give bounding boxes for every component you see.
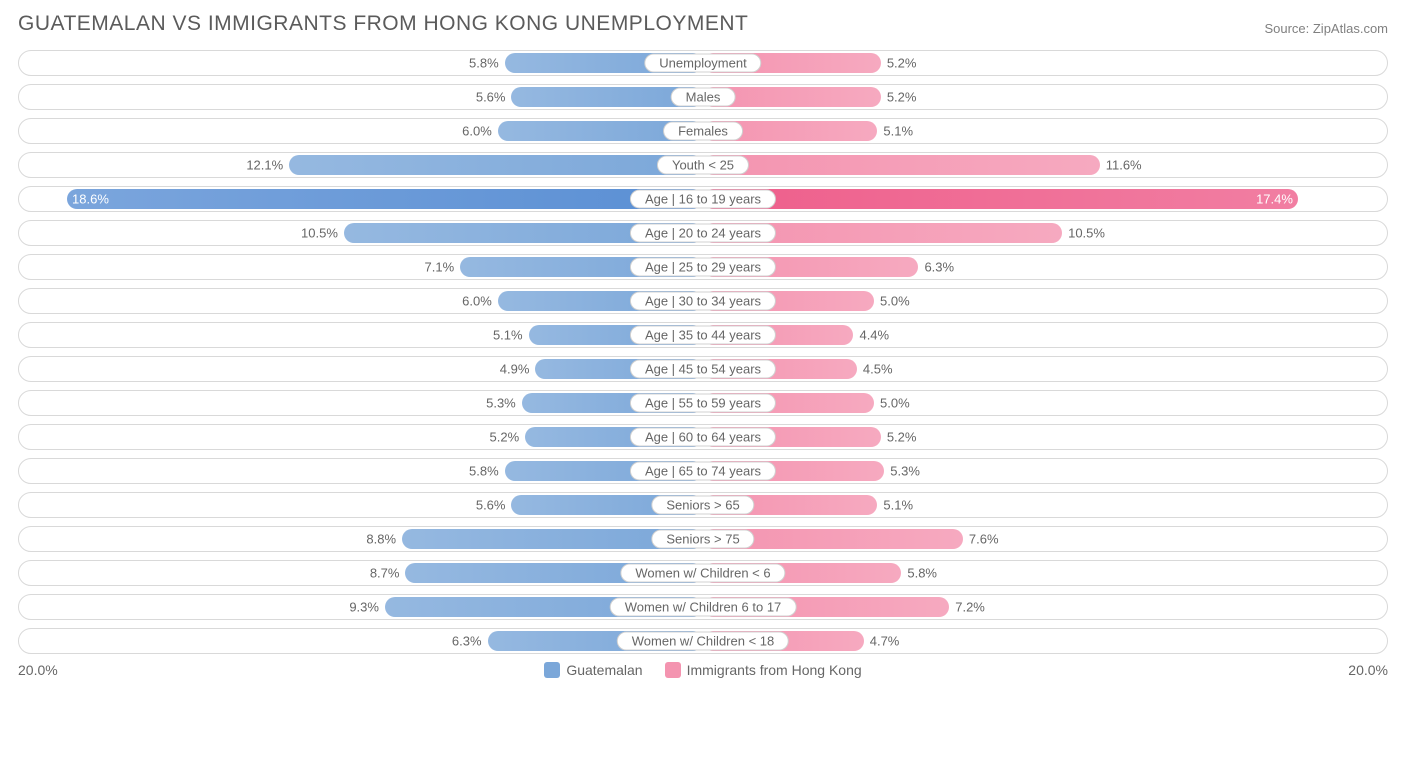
value-label-left: 9.3%: [349, 600, 385, 615]
value-label-right: 10.5%: [1062, 226, 1105, 241]
chart-row: 5.3% 5.0% Age | 55 to 59 years: [18, 390, 1388, 416]
category-label: Age | 30 to 34 years: [630, 292, 776, 311]
value-label-right: 5.1%: [877, 124, 913, 139]
value-label-right: 5.0%: [874, 294, 910, 309]
value-label-left: 6.0%: [462, 124, 498, 139]
category-label: Age | 20 to 24 years: [630, 224, 776, 243]
value-label-left: 10.5%: [301, 226, 344, 241]
legend-item-left: Guatemalan: [544, 662, 642, 678]
value-label-right: 11.6%: [1100, 158, 1142, 173]
chart-row: 5.1% 4.4% Age | 35 to 44 years: [18, 322, 1388, 348]
category-label: Youth < 25: [657, 156, 749, 175]
value-label-left: 8.8%: [366, 532, 402, 547]
value-label-left: 7.1%: [425, 260, 461, 275]
chart-row: 6.3% 4.7% Women w/ Children < 18: [18, 628, 1388, 654]
value-label-right: 4.4%: [853, 328, 889, 343]
value-label-left: 5.3%: [486, 396, 522, 411]
category-label: Women w/ Children < 18: [617, 632, 789, 651]
legend: Guatemalan Immigrants from Hong Kong: [78, 662, 1328, 678]
chart-row: 8.7% 5.8% Women w/ Children < 6: [18, 560, 1388, 586]
value-label-left: 5.1%: [493, 328, 529, 343]
value-label-right: 5.8%: [901, 566, 937, 581]
category-label: Age | 16 to 19 years: [630, 190, 776, 209]
chart-row: 4.9% 4.5% Age | 45 to 54 years: [18, 356, 1388, 382]
value-label-left: 5.2%: [490, 430, 526, 445]
value-label-left: 5.6%: [476, 90, 512, 105]
value-label-right: 4.7%: [864, 634, 900, 649]
bar-left: [289, 155, 703, 175]
chart-row: 9.3% 7.2% Women w/ Children 6 to 17: [18, 594, 1388, 620]
chart-row: 10.5% 10.5% Age | 20 to 24 years: [18, 220, 1388, 246]
chart-row: 5.2% 5.2% Age | 60 to 64 years: [18, 424, 1388, 450]
value-label-right: 7.6%: [963, 532, 999, 547]
value-label-left: 8.7%: [370, 566, 406, 581]
chart-row: 5.6% 5.2% Males: [18, 84, 1388, 110]
value-label-right: 5.1%: [877, 498, 913, 513]
category-label: Age | 25 to 29 years: [630, 258, 776, 277]
value-label-right: 4.5%: [857, 362, 893, 377]
category-label: Seniors > 75: [651, 530, 754, 549]
value-label-left: 12.1%: [246, 158, 289, 173]
chart-row: 8.8% 7.6% Seniors > 75: [18, 526, 1388, 552]
chart-row: 6.0% 5.0% Age | 30 to 34 years: [18, 288, 1388, 314]
chart-row: 5.8% 5.3% Age | 65 to 74 years: [18, 458, 1388, 484]
diverging-bar-chart: 5.8% 5.2% Unemployment 5.6% 5.2% Males 6.0% 5.1…: [18, 50, 1388, 654]
chart-row: 5.6% 5.1% Seniors > 65: [18, 492, 1388, 518]
category-label: Women w/ Children 6 to 17: [610, 598, 797, 617]
legend-item-right: Immigrants from Hong Kong: [665, 662, 862, 678]
bar-right: [703, 189, 1298, 209]
value-label-right: 5.2%: [881, 56, 917, 71]
category-label: Age | 45 to 54 years: [630, 360, 776, 379]
value-label-right: 5.0%: [874, 396, 910, 411]
chart-row: 6.0% 5.1% Females: [18, 118, 1388, 144]
category-label: Age | 65 to 74 years: [630, 462, 776, 481]
category-label: Women w/ Children < 6: [620, 564, 785, 583]
value-label-left: 5.6%: [476, 498, 512, 513]
chart-row: 7.1% 6.3% Age | 25 to 29 years: [18, 254, 1388, 280]
value-label-right: 5.2%: [881, 90, 917, 105]
bar-left: [67, 189, 703, 209]
value-label-right: 17.4%: [1250, 192, 1293, 207]
value-label-left: 18.6%: [72, 192, 115, 207]
value-label-left: 6.3%: [452, 634, 488, 649]
chart-footer: 20.0% Guatemalan Immigrants from Hong Ko…: [18, 662, 1388, 678]
legend-swatch-left: [544, 662, 560, 678]
value-label-left: 5.8%: [469, 464, 505, 479]
category-label: Age | 35 to 44 years: [630, 326, 776, 345]
value-label-left: 5.8%: [469, 56, 505, 71]
axis-max-right: 20.0%: [1328, 662, 1388, 678]
value-label-left: 4.9%: [500, 362, 536, 377]
bar-right: [703, 155, 1100, 175]
value-label-right: 6.3%: [918, 260, 954, 275]
category-label: Age | 60 to 64 years: [630, 428, 776, 447]
category-label: Age | 55 to 59 years: [630, 394, 776, 413]
value-label-right: 7.2%: [949, 600, 985, 615]
category-label: Females: [663, 122, 743, 141]
chart-title: GUATEMALAN VS IMMIGRANTS FROM HONG KONG …: [18, 12, 748, 36]
chart-row: 18.6% 17.4% Age | 16 to 19 years: [18, 186, 1388, 212]
value-label-right: 5.3%: [884, 464, 920, 479]
value-label-right: 5.2%: [881, 430, 917, 445]
category-label: Seniors > 65: [651, 496, 754, 515]
category-label: Males: [671, 88, 736, 107]
chart-header: GUATEMALAN VS IMMIGRANTS FROM HONG KONG …: [18, 12, 1388, 36]
legend-label-right: Immigrants from Hong Kong: [687, 662, 862, 678]
category-label: Unemployment: [644, 54, 761, 73]
chart-row: 12.1% 11.6% Youth < 25: [18, 152, 1388, 178]
axis-max-left: 20.0%: [18, 662, 78, 678]
legend-swatch-right: [665, 662, 681, 678]
value-label-left: 6.0%: [462, 294, 498, 309]
chart-row: 5.8% 5.2% Unemployment: [18, 50, 1388, 76]
chart-source: Source: ZipAtlas.com: [1264, 21, 1388, 36]
legend-label-left: Guatemalan: [566, 662, 642, 678]
